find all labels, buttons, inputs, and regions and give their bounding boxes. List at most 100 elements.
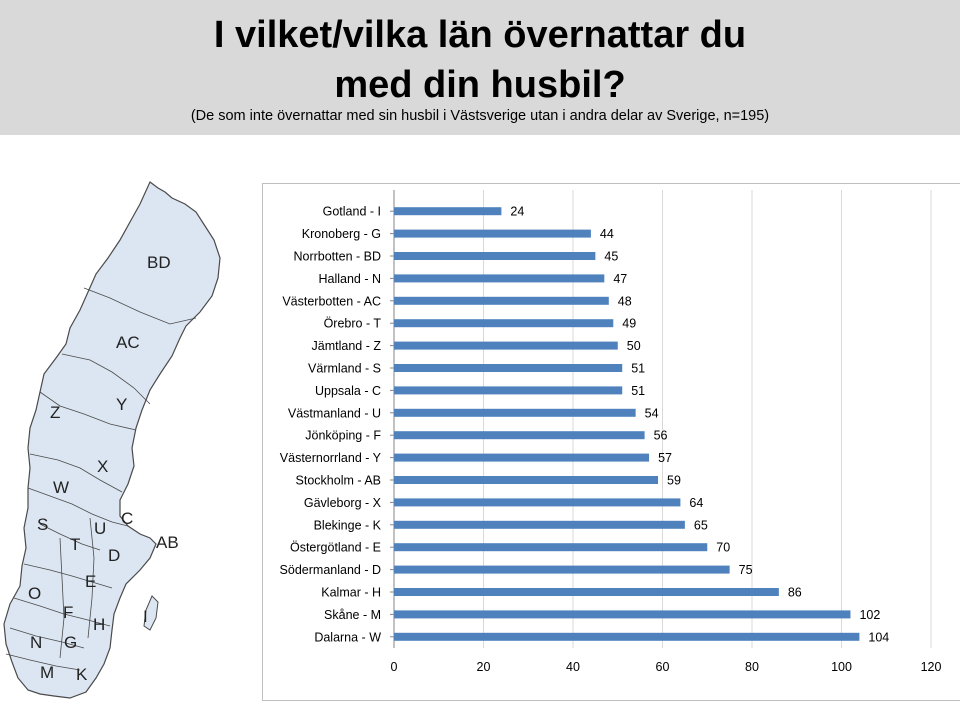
x-tick-label: 120 xyxy=(921,660,942,674)
map-label: H xyxy=(93,615,105,634)
data-label: 104 xyxy=(868,630,889,644)
bar xyxy=(394,610,851,619)
bar xyxy=(394,364,623,372)
bar xyxy=(394,274,605,283)
bar xyxy=(394,229,591,238)
bar xyxy=(394,565,730,574)
bar xyxy=(394,498,681,507)
map-label: K xyxy=(76,665,88,684)
map-label: S xyxy=(37,515,48,534)
category-label: Jönköping - F xyxy=(305,429,381,443)
map-label: E xyxy=(85,572,96,591)
category-label: Blekinge - K xyxy=(314,518,382,532)
category-label: Jämtland - Z xyxy=(312,339,382,353)
category-label: Gävleborg - X xyxy=(304,496,382,510)
bar xyxy=(394,408,636,417)
category-label: Västerbotten - AC xyxy=(282,294,381,308)
bar xyxy=(394,319,614,328)
x-tick-label: 60 xyxy=(656,660,670,674)
data-label: 56 xyxy=(654,429,668,443)
bar xyxy=(394,588,779,596)
category-label: Dalarna - W xyxy=(314,630,381,644)
bar xyxy=(394,207,502,216)
sweden-county-map: BD AC Z Y X W S C U T D AB O E F N G H I… xyxy=(3,181,221,699)
x-tick-label: 0 xyxy=(391,660,398,674)
data-label: 86 xyxy=(788,586,802,600)
data-label: 50 xyxy=(627,339,641,353)
x-tick-label: 20 xyxy=(477,660,491,674)
data-label: 57 xyxy=(658,451,672,465)
data-label: 48 xyxy=(618,294,632,308)
data-label: 102 xyxy=(859,608,880,622)
category-label: Västernorrland - Y xyxy=(280,451,382,465)
map-label: D xyxy=(108,546,120,565)
map-label: M xyxy=(40,663,54,682)
category-label: Skåne - M xyxy=(324,608,381,622)
map-label: W xyxy=(53,478,69,497)
map-label: AC xyxy=(116,333,140,352)
map-label: I xyxy=(143,607,148,626)
map-label: AB xyxy=(156,533,179,552)
sweden-outline xyxy=(3,181,221,699)
bar xyxy=(394,453,650,462)
category-label: Stockholm - AB xyxy=(296,474,381,488)
bar xyxy=(394,386,623,395)
data-label: 47 xyxy=(613,272,627,286)
x-tick-label: 100 xyxy=(831,660,852,674)
x-tick-label: 40 xyxy=(566,660,580,674)
data-label: 24 xyxy=(510,205,524,219)
category-label: Norrbotten - BD xyxy=(293,250,381,264)
chart-frame xyxy=(262,183,960,701)
map-label: U xyxy=(94,519,106,538)
category-label: Gotland - I xyxy=(323,205,381,219)
data-label: 54 xyxy=(645,406,659,420)
data-label: 44 xyxy=(600,227,614,241)
bar xyxy=(394,543,708,552)
category-label: Värmland - S xyxy=(308,362,381,376)
category-label: Kronoberg - G xyxy=(302,227,381,241)
bar-chart: 0 20 40 60 80 100 120 Gotland - I 24 Kronoberg - … xyxy=(262,183,960,701)
map-label: T xyxy=(70,535,80,554)
data-label: 59 xyxy=(667,474,681,488)
category-label: Halland - N xyxy=(318,272,381,286)
data-label: 51 xyxy=(631,384,645,398)
bar xyxy=(394,296,609,305)
category-label: Västmanland - U xyxy=(288,406,381,420)
chart-title: I vilket/vilka län övernattar du med din… xyxy=(0,10,960,110)
chart-subtitle: (De som inte övernattar med sin husbil i… xyxy=(190,108,770,124)
map-label: Y xyxy=(116,395,127,414)
bar xyxy=(394,431,645,440)
bar-chart-svg: 0 20 40 60 80 100 120 Gotland - I 24 Kronoberg - … xyxy=(280,190,942,674)
data-label: 51 xyxy=(631,362,645,376)
bar xyxy=(394,476,659,484)
x-tick-label: 80 xyxy=(745,660,759,674)
title-banner: I vilket/vilka län övernattar du med din… xyxy=(0,0,960,135)
map-label: X xyxy=(97,457,108,476)
data-label: 64 xyxy=(689,496,703,510)
category-label: Uppsala - C xyxy=(315,384,381,398)
map-label: C xyxy=(121,509,133,528)
gotland-island xyxy=(143,595,159,631)
bar xyxy=(394,632,860,641)
bar xyxy=(394,341,618,350)
map-label: Z xyxy=(50,403,60,422)
map-label: O xyxy=(28,584,41,603)
category-label: Örebro - T xyxy=(324,317,382,331)
category-label: Kalmar - H xyxy=(321,586,381,600)
bar xyxy=(394,520,685,529)
category-label: Östergötland - E xyxy=(290,541,381,555)
data-label: 75 xyxy=(739,563,753,577)
bar xyxy=(394,252,596,260)
title-line-1: I vilket/vilka län övernattar du xyxy=(213,14,747,56)
data-label: 45 xyxy=(604,250,618,264)
map-label: N xyxy=(30,633,42,652)
data-label: 49 xyxy=(622,317,636,331)
category-label: Södermanland - D xyxy=(280,563,381,577)
map-label: F xyxy=(63,603,73,622)
county-borders xyxy=(5,287,197,671)
title-line-2: med din husbil? xyxy=(334,64,626,106)
data-label: 65 xyxy=(694,518,708,532)
data-label: 70 xyxy=(716,541,730,555)
map-label: BD xyxy=(147,253,171,272)
map-label: G xyxy=(64,633,77,652)
